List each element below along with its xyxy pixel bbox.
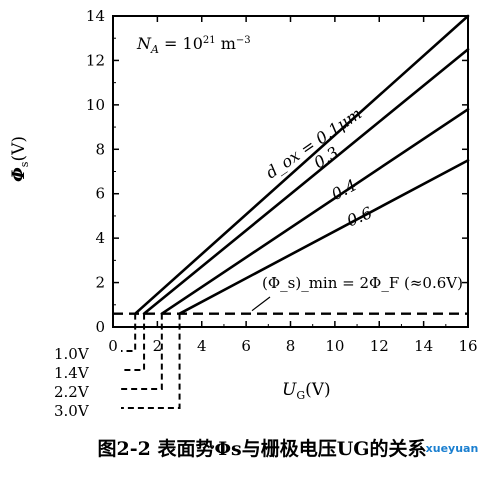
series-label-1: d_ox = 0.1μm [262, 104, 365, 183]
param-annotation: NA = 1021 m−3 [136, 34, 251, 56]
threshold-voltage-leader [121, 313, 137, 352]
watermark: xueyuan [426, 442, 479, 455]
figure-caption: 图2-2 表面势Φs与栅极电压UG的关系 [98, 437, 427, 460]
threshold-voltage-leader [121, 313, 163, 390]
y-tick-label: 14 [86, 7, 105, 25]
x-axis-label: UG(V) [282, 380, 331, 402]
series-line-4 [178, 159, 470, 315]
annotation-group: (Φ_s)_min = 2Φ_F (≈0.6V) 1.0V1.4V2.2V3.0V [54, 274, 468, 420]
threshold-voltage-label: 2.2V [54, 383, 90, 401]
threshold-voltage-label: 1.4V [54, 364, 90, 382]
threshold-label: (Φ_s)_min = 2Φ_F (≈0.6V) [262, 274, 463, 292]
x-tick-label: 16 [458, 337, 477, 355]
y-tick-label: 2 [95, 274, 105, 292]
x-tick-label: 2 [153, 337, 163, 355]
threshold-voltage-label: 1.0V [54, 345, 90, 363]
series-line-3 [160, 108, 470, 315]
y-tick-label: 0 [95, 318, 105, 336]
y-tick-label: 8 [95, 140, 105, 158]
x-tick-label: 6 [241, 337, 251, 355]
x-tick-label: 14 [414, 337, 433, 355]
series-line-1 [133, 14, 470, 315]
series-line-2 [142, 48, 470, 315]
series-label-4: 0.6 [344, 203, 375, 230]
y-tick-label: 10 [86, 96, 105, 114]
x-tick-label: 8 [286, 337, 296, 355]
threshold-arrow [251, 296, 271, 312]
x-tick-label: 12 [370, 337, 389, 355]
y-tick-label: 4 [95, 229, 105, 247]
plot-area: 0 2 4 6 8 10 12 14 16 0 2 4 6 8 10 12 14 [86, 7, 478, 355]
y-tick-label: 6 [95, 185, 105, 203]
y-axis-label: Φs(V) [9, 136, 31, 182]
x-tick-label: 0 [108, 337, 118, 355]
threshold-voltage-label: 3.0V [54, 402, 90, 420]
x-tick-label: 10 [325, 337, 344, 355]
threshold-voltage-leader [121, 313, 181, 409]
threshold-voltage-leader [121, 313, 146, 371]
y-tick-label: 12 [86, 51, 105, 69]
x-tick-label: 4 [197, 337, 207, 355]
